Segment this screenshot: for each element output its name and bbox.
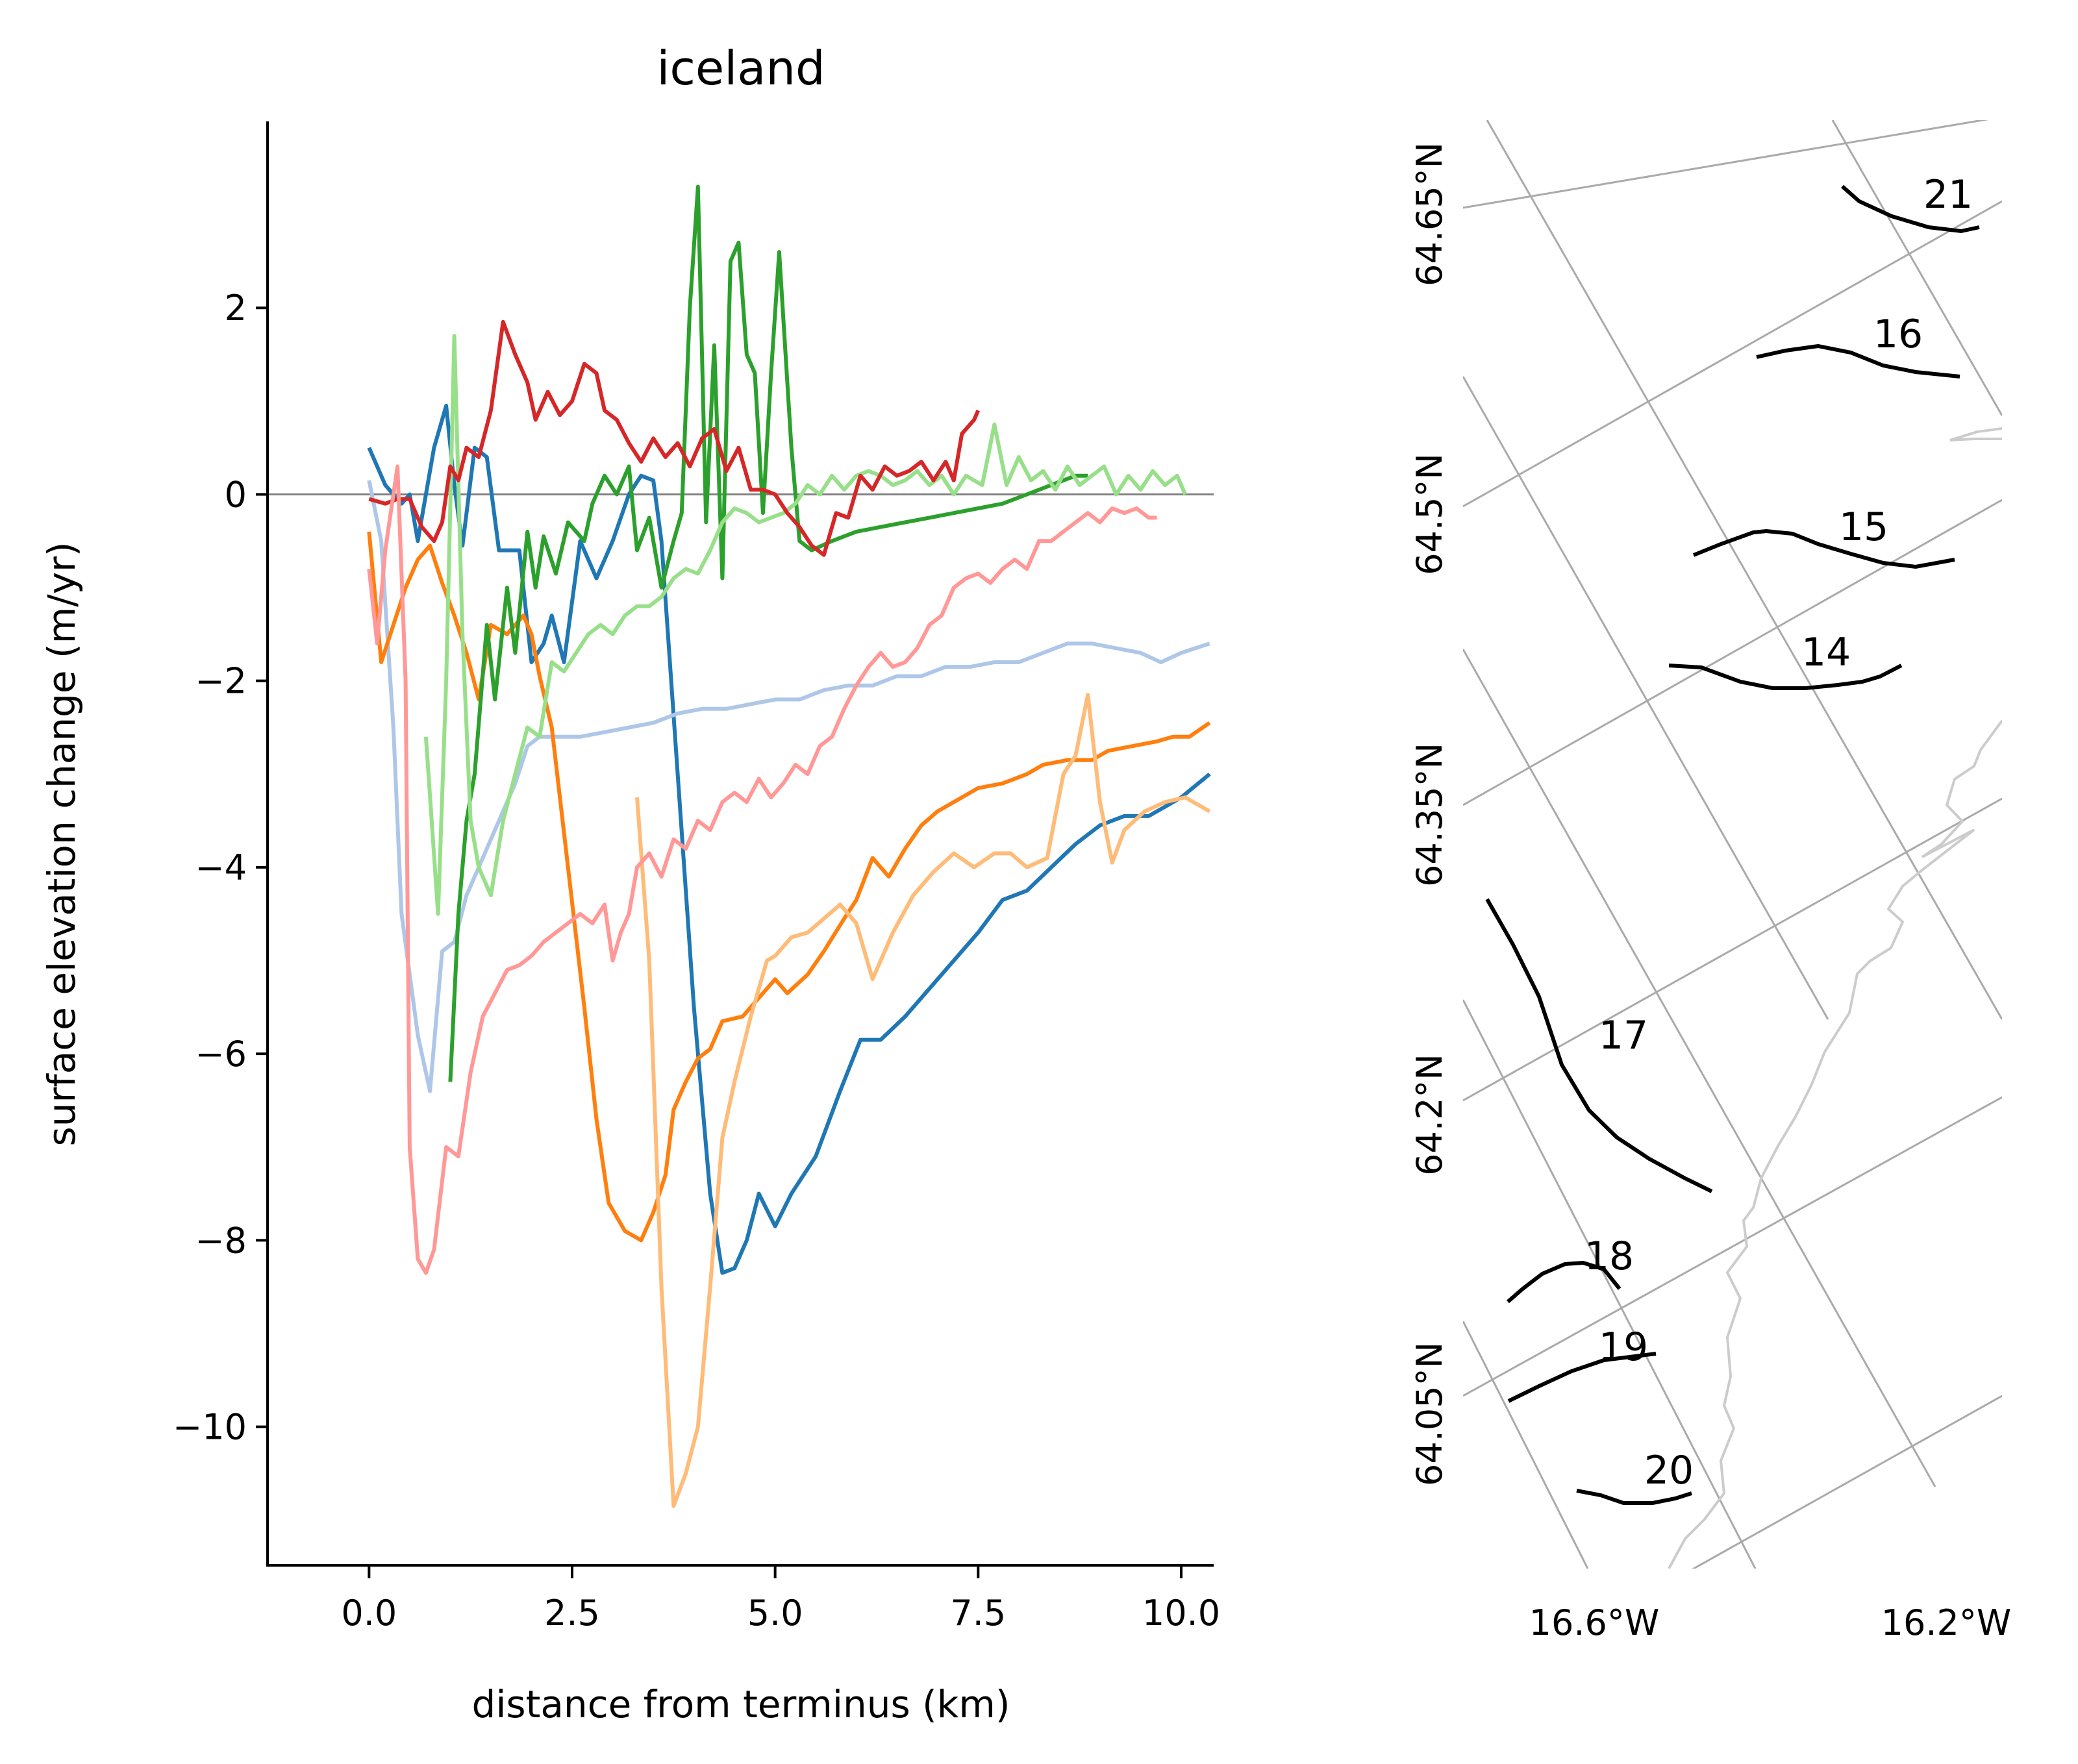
lat-tick-label: 64.35°N — [1409, 743, 1450, 887]
glacier-label-21: 21 — [1923, 172, 1973, 217]
glacier-label-17: 17 — [1599, 1013, 1648, 1058]
y-tick-label: −8 — [195, 1220, 247, 1261]
y-tick-label: −2 — [195, 661, 247, 702]
lat-tick-label: 64.2°N — [1409, 1054, 1450, 1176]
map-lat-ticks: 64.65°N 64.5°N 64.35°N 64.2°N 64.05°N — [1409, 142, 1450, 1486]
series-line-5 — [448, 184, 1088, 1082]
x-axis-label: distance from terminus (km) — [472, 1682, 1010, 1726]
glacier-label-14: 14 — [1801, 630, 1851, 675]
y-tick-label: 2 — [225, 288, 247, 329]
y-tick-label: −4 — [195, 847, 247, 888]
glacier-labels: 21 16 15 14 17 18 19 20 — [1584, 172, 1973, 1493]
glacier-label-20: 20 — [1644, 1448, 1694, 1493]
x-tick-label: 7.5 — [950, 1593, 1006, 1634]
series-line-8 — [367, 464, 1157, 1275]
y-tick-label: −10 — [173, 1407, 247, 1448]
y-tick-label: 0 — [225, 474, 247, 515]
map-lon-ticks: 16.6°W 16.2°W — [1529, 1602, 2012, 1643]
graticule — [1463, 120, 2002, 1569]
series-line-7 — [368, 319, 981, 557]
lat-tick-label: 64.5°N — [1409, 453, 1450, 575]
coastline — [1668, 427, 2002, 1569]
series-line-3 — [367, 531, 1211, 1243]
x-tick-label: 0.0 — [341, 1593, 397, 1634]
y-axis-ticks: 2 0 −2 −4 −6 −8 −10 — [173, 288, 268, 1448]
x-axis-ticks: 0.0 2.5 5.0 7.5 10.0 — [341, 1567, 1220, 1634]
series-layer — [268, 184, 1214, 1508]
y-axis-label: surface elevation change (m/yr) — [40, 541, 84, 1146]
line-chart: iceland 0.0 2.5 5.0 7.5 10.0 2 0 −2 −4 −6 −8 −10 d… — [40, 41, 1220, 1726]
chart-title: iceland — [657, 41, 825, 95]
y-tick-label: −6 — [195, 1034, 247, 1075]
map-panel: 21 16 15 14 17 18 19 20 16.6°W 16.2°W 64.65°N 6… — [1409, 120, 2012, 1643]
glacier-label-18: 18 — [1584, 1234, 1634, 1279]
lat-tick-label: 64.05°N — [1409, 1342, 1450, 1486]
lon-tick-label: 16.6°W — [1529, 1602, 1660, 1643]
glacier-label-15: 15 — [1839, 504, 1888, 550]
x-tick-label: 2.5 — [544, 1593, 600, 1634]
lon-tick-label: 16.2°W — [1881, 1602, 2012, 1643]
series-line-4 — [635, 693, 1211, 1508]
glacier-label-16: 16 — [1873, 312, 1923, 357]
series-line-2 — [367, 480, 1210, 1093]
series-line-6 — [423, 334, 1187, 916]
series-line-1 — [367, 404, 1211, 1275]
x-tick-label: 5.0 — [747, 1593, 803, 1634]
glacier-flowlines — [1485, 184, 1980, 1505]
glacier-label-19: 19 — [1599, 1324, 1648, 1370]
x-tick-label: 10.0 — [1142, 1593, 1220, 1634]
lat-tick-label: 64.65°N — [1409, 142, 1450, 286]
